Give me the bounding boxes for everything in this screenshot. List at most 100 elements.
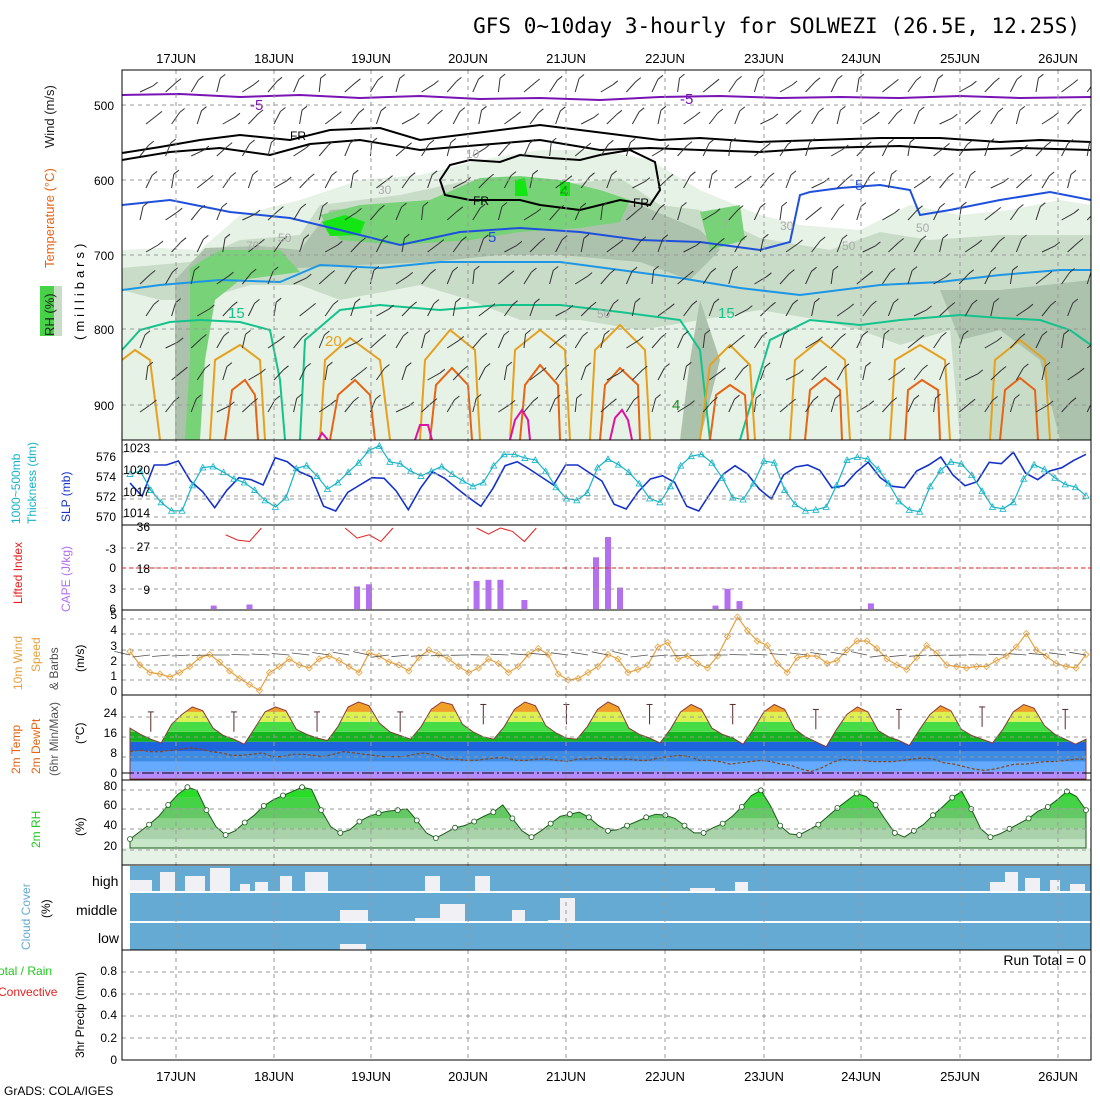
precip-ticks: 0 0.2 0.4 0.6 0.8 Run Total = 0 — [100, 952, 1086, 1067]
wind-barb-flag — [939, 203, 946, 208]
lifted-tick: -3 — [105, 542, 116, 556]
wind-barb — [651, 79, 659, 93]
surface-wind-barb — [490, 653, 509, 656]
wind-speed-marker — [1032, 646, 1040, 654]
wind-barb — [549, 142, 552, 157]
wind-barb-flag — [713, 298, 720, 304]
cape-bar — [736, 601, 743, 609]
wind-barb-flag — [821, 365, 828, 371]
thickness-marker — [614, 460, 623, 468]
wind-barb-flag — [489, 303, 496, 308]
wind-barb — [708, 112, 719, 125]
thickness-marker — [157, 498, 165, 506]
slp-tick: 1017 — [123, 485, 150, 499]
wind-barb-flag — [157, 240, 164, 246]
wind-barb-flag — [586, 272, 593, 277]
wind-barb-flag — [224, 233, 231, 239]
wind-barb-flag — [175, 78, 182, 83]
rh-marker — [853, 790, 860, 797]
bottom-date-label: 26JUN — [1038, 1069, 1078, 1084]
wind-barb-flag — [195, 394, 202, 400]
wind-barb-flag — [898, 238, 904, 243]
wind-barb — [811, 369, 823, 381]
rh-region-dark — [175, 195, 720, 440]
wind-speed-marker — [235, 674, 244, 683]
rh-marker — [280, 792, 286, 799]
wind-barb — [862, 366, 867, 381]
wind-barb — [657, 367, 666, 381]
thickness-marker — [334, 478, 342, 486]
temp-ticks: 0 8 16 24 — [104, 706, 118, 780]
wind-barb — [523, 400, 534, 413]
wind-barb — [529, 241, 541, 253]
thickness-axis-title: 1000~500mb — [9, 453, 23, 524]
surface-wind-barb — [231, 654, 250, 656]
contour-label: 15 — [228, 305, 245, 322]
wind-speed-marker — [335, 656, 343, 665]
wind-barb-flag — [373, 266, 380, 271]
wind-barb-flag — [199, 204, 206, 210]
upper-air-panel: -5 -5 FR FR FR 5 5 15 15 20 4 4 10 30 30… — [122, 70, 1091, 440]
wind-barb-flag — [641, 365, 648, 371]
wind-barb — [625, 270, 633, 285]
thickness-marker — [240, 478, 248, 486]
wind-barb-flag — [875, 241, 881, 247]
contour-label: 50 — [842, 239, 856, 253]
contour-label: 50 — [278, 231, 292, 245]
wind-barb — [580, 176, 590, 189]
surface-wind-barb — [430, 654, 449, 657]
wind-barb — [990, 111, 999, 125]
temp-tick: 16 — [104, 726, 118, 740]
wind-barb-flag — [305, 273, 312, 279]
wind-barb-flag — [635, 77, 642, 82]
cloud-high-gap — [1070, 884, 1085, 892]
wind-barb — [754, 146, 766, 157]
rh-marker — [432, 835, 439, 841]
wind-barb-flag — [732, 266, 739, 271]
wind-barb-flag — [283, 365, 289, 371]
wind-barb — [574, 78, 580, 93]
wind-barb — [273, 240, 283, 253]
wind-speed-marker — [465, 668, 473, 677]
wind-barb-flag — [507, 141, 513, 146]
wind-barb — [504, 115, 516, 125]
rh-band — [130, 787, 1086, 798]
wind-barb — [293, 147, 306, 157]
top-date-label: 25JUN — [940, 51, 980, 66]
wind-barb-flag — [229, 401, 235, 407]
surface-wind-barb — [810, 652, 828, 656]
wind-barb — [862, 175, 871, 189]
wind-barb — [549, 270, 554, 285]
wind-barb-flag — [332, 300, 339, 305]
wind-barb-flag — [917, 205, 923, 211]
wind-barb-flag — [792, 299, 799, 305]
wind-barb-flag — [271, 138, 277, 143]
wind-barb — [933, 336, 942, 349]
wind-barb — [421, 334, 426, 349]
wind-barb-flag — [832, 265, 839, 271]
wind-speed-marker — [704, 664, 712, 672]
rh-marker — [643, 814, 650, 821]
wind-barb — [677, 206, 682, 221]
wind-barb — [273, 111, 281, 125]
wind-speed-marker — [265, 668, 273, 677]
thickness-marker — [562, 494, 571, 502]
wind-barb — [913, 309, 927, 317]
wind-barb-flag — [1089, 140, 1091, 143]
wind-barb-flag — [922, 364, 928, 370]
wind-barb-flag — [281, 236, 288, 241]
wind-barb-flag — [274, 395, 281, 401]
wind-barb — [1035, 145, 1047, 157]
thickness-marker — [936, 466, 945, 474]
cloud-high-gap — [690, 888, 715, 892]
wind-barb-flag — [1022, 144, 1028, 150]
wind-barb-flag — [1038, 73, 1044, 79]
rh-marker — [203, 807, 210, 813]
wind-barb-flag — [525, 329, 531, 335]
thickness-marker — [864, 455, 872, 462]
wind-speed-marker — [753, 637, 761, 645]
wind-barb — [504, 244, 518, 253]
wind-barb-flag — [631, 266, 638, 272]
top-date-label: 24JUN — [841, 51, 881, 66]
wind-speed-marker — [146, 668, 154, 677]
